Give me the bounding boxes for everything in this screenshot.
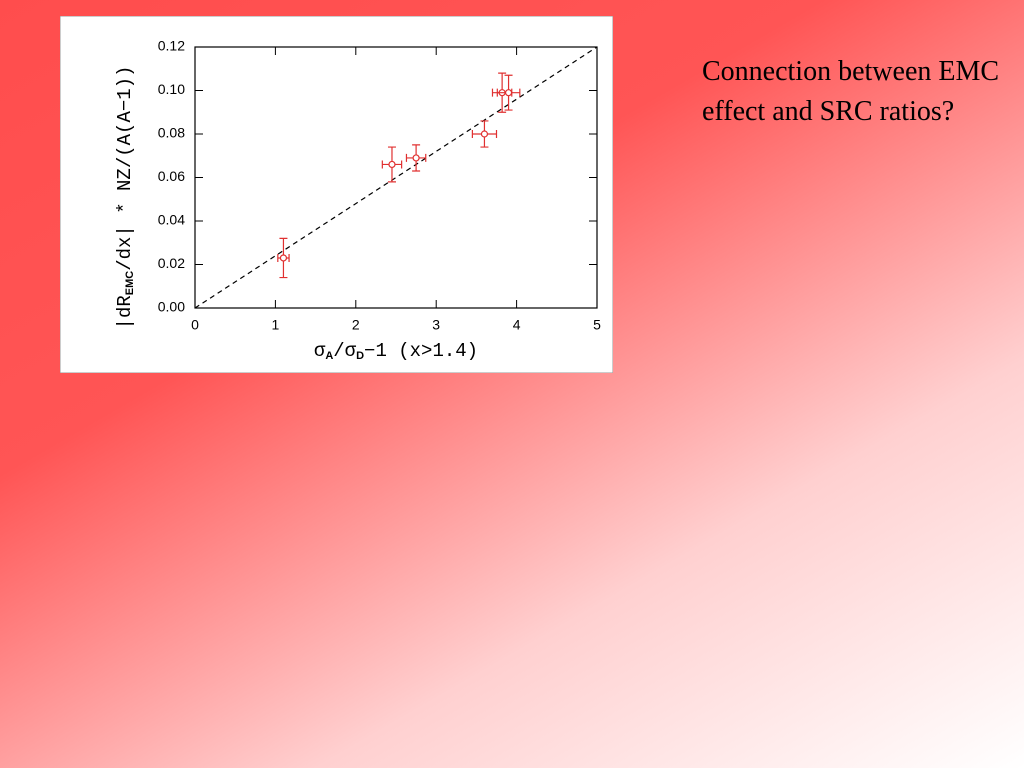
y-tick-label: 0.04 [158,212,185,228]
y-tick-label: 0.12 [158,38,185,54]
data-point [504,89,513,97]
y-tick-label: 0.06 [158,168,185,184]
chart: 0.00 0.02 0.04 0.06 0.08 0.10 0.12 0 1 2 3 4 5 σA/σD−… [60,16,613,373]
x-axis-label-part: D [356,350,364,362]
data-point [279,254,288,262]
x-axis-label-part: σ [314,340,326,362]
x-axis-label: σA/σD−1 (x>1.4) [314,340,478,362]
x-tick-label: 0 [191,317,199,333]
x-axis-label-part: A [325,350,333,362]
chart-background [60,16,613,373]
x-axis-label-part: /σ [333,340,356,362]
x-tick-label: 5 [593,317,601,333]
data-point [412,154,420,162]
y-tick-label: 0.08 [158,125,185,141]
y-tick-label: 0.10 [158,81,185,97]
x-tick-label: 1 [272,317,280,333]
x-axis-label-part: −1 (x>1.4) [364,340,478,362]
y-tick-label: 0.00 [158,299,185,315]
slide-text: Connection between EMC effect and SRC ra… [702,56,1000,127]
y-tick-label: 0.02 [158,255,185,271]
y-axis-label-part: /dx| * NZ/(A(A−1)) [114,66,136,271]
data-point [480,130,489,138]
data-point [388,160,396,169]
y-axis-label-part: |dR [114,295,136,329]
fit-line [194,46,598,309]
x-tick-label: 2 [352,317,360,333]
x-tick-label: 4 [513,317,521,333]
x-tick-label: 3 [432,317,440,333]
y-axis-label-part: EMC [124,271,136,296]
y-axis-label: |dREMC/dx| * NZ/(A(A−1)) [114,66,136,330]
